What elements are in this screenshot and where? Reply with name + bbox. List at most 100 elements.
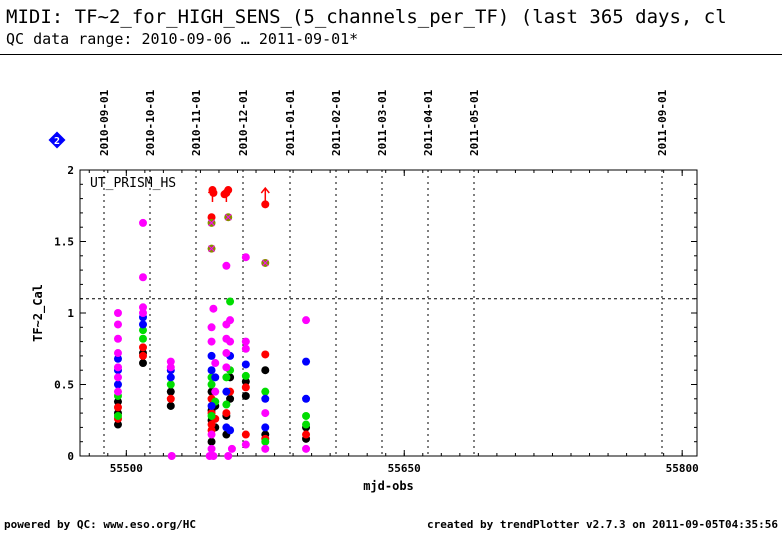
- data-point-black: [241, 391, 250, 400]
- data-point-magenta: [209, 304, 218, 313]
- x-axis-label: mjd-obs: [363, 479, 414, 493]
- data-point-green: [138, 334, 147, 343]
- data-point-red: [166, 394, 175, 403]
- data-point-magenta: [302, 316, 311, 325]
- data-point-magenta: [261, 444, 270, 453]
- data-point-magenta: [166, 363, 175, 372]
- data-point-cross: [224, 213, 232, 221]
- data-point-magenta: [113, 363, 122, 372]
- x-tick-label: 55800: [666, 462, 699, 475]
- y-tick-label: 0: [67, 450, 74, 463]
- footer-created-by: created by trendPlotter v2.7.3 on 2011-0…: [427, 518, 778, 531]
- data-point-blue: [261, 394, 270, 403]
- data-point-magenta: [227, 444, 236, 453]
- data-point-magenta: [226, 316, 235, 325]
- data-point-cross: [261, 259, 269, 267]
- data-point-magenta: [241, 344, 250, 353]
- data-point-magenta: [211, 359, 220, 368]
- data-point-red: [302, 430, 311, 439]
- data-point-magenta: [211, 387, 220, 396]
- data-point-cross: [208, 219, 215, 227]
- data-point-green: [261, 387, 270, 396]
- data-point-blue: [241, 360, 250, 369]
- data-point-blue: [302, 357, 311, 366]
- data-point-black: [166, 401, 175, 410]
- chart-title: MIDI: TF~2_for_HIGH_SENS_(5_channels_per…: [6, 6, 727, 28]
- date-marker-label: 2011-01-01: [284, 89, 297, 156]
- data-point-cross: [208, 245, 215, 253]
- data-point-blue: [113, 380, 122, 389]
- data-point-magenta: [207, 337, 216, 346]
- out-of-range-arrow: [221, 186, 231, 203]
- plot-frame: [79, 169, 698, 457]
- data-point-magenta: [138, 218, 147, 227]
- data-point-blue: [207, 351, 216, 360]
- data-point-blue: [166, 373, 175, 382]
- data-point-blue: [138, 320, 147, 329]
- data-point-green: [207, 411, 216, 420]
- data-point-magenta: [241, 253, 250, 262]
- data-point-magenta: [167, 452, 176, 460]
- footer-powered-by: powered by QC: www.eso.org/HC: [4, 518, 197, 531]
- data-point-magenta: [207, 444, 216, 453]
- data-point-magenta: [261, 409, 270, 418]
- data-point-red: [207, 420, 216, 429]
- panel-label: UT_PRISM_HS: [90, 176, 176, 191]
- data-point-magenta: [113, 320, 122, 329]
- data-point-magenta: [222, 261, 231, 270]
- data-point-magenta: [224, 452, 233, 460]
- data-point-magenta: [113, 334, 122, 343]
- data-point-black: [207, 437, 216, 446]
- date-marker-label: 2010-10-01: [144, 89, 157, 156]
- data-point-magenta: [241, 337, 250, 346]
- data-point-magenta: [113, 309, 122, 317]
- chart-subtitle: QC data range: 2010-09-06 … 2011-09-01*: [6, 30, 359, 48]
- date-marker-label: 2011-09-01: [656, 89, 669, 156]
- data-point-blue: [302, 394, 311, 403]
- data-point-red: [261, 200, 270, 209]
- data-point-red: [207, 213, 216, 222]
- data-point-red: [241, 430, 250, 439]
- data-point-green: [138, 326, 147, 335]
- data-point-red: [113, 403, 122, 412]
- data-point-magenta: [207, 323, 216, 332]
- data-point-green: [302, 420, 311, 429]
- y-tick-label: 1: [67, 307, 74, 320]
- data-point-magenta: [222, 363, 231, 372]
- data-point-green: [241, 371, 250, 380]
- data-point-black: [261, 366, 270, 375]
- data-point-red: [138, 351, 147, 360]
- data-point-blue: [207, 401, 216, 410]
- title-divider: [0, 54, 782, 55]
- x-tick-label: 55500: [110, 462, 143, 475]
- data-point-blue: [207, 366, 216, 375]
- data-point-green: [302, 411, 311, 420]
- data-point-black: [113, 420, 122, 429]
- data-point-green: [113, 411, 122, 420]
- data-point-magenta: [241, 440, 250, 449]
- date-marker-label: 2010-12-01: [237, 89, 250, 156]
- data-point-black: [226, 394, 235, 403]
- data-point-red: [261, 350, 270, 359]
- data-point-blue: [211, 373, 220, 382]
- data-point-black: [113, 397, 122, 406]
- date-marker-label: 2011-04-01: [422, 89, 435, 156]
- data-point-magenta: [166, 357, 175, 366]
- date-marker-label: 2010-11-01: [190, 89, 203, 156]
- data-point-red: [222, 409, 231, 418]
- data-point-blue: [261, 423, 270, 432]
- data-point-red: [138, 343, 147, 352]
- data-point-magenta: [222, 349, 231, 358]
- data-point-magenta: [226, 337, 235, 346]
- x-tick-label: 55650: [388, 462, 421, 475]
- date-marker-label: 2011-02-01: [330, 89, 343, 156]
- data-point-magenta: [209, 452, 218, 460]
- data-point-blue: [222, 387, 231, 396]
- data-point-magenta: [113, 349, 122, 358]
- data-point-magenta: [207, 430, 216, 439]
- data-point-magenta: [302, 444, 311, 453]
- data-point-green: [222, 400, 231, 409]
- date-marker-label: 2011-05-01: [468, 89, 481, 156]
- data-point-black: [241, 377, 250, 386]
- legend-badge: 2: [48, 131, 66, 149]
